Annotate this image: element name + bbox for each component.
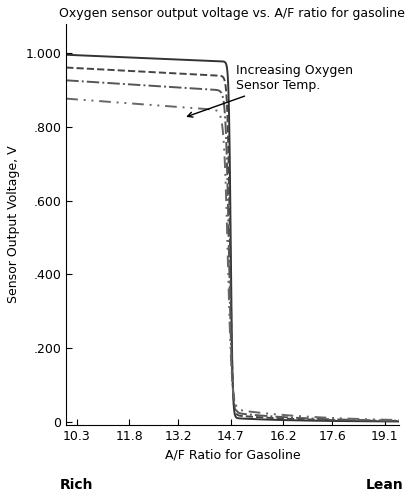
- Text: Increasing Oxygen
Sensor Temp.: Increasing Oxygen Sensor Temp.: [187, 64, 353, 117]
- Title: Oxygen sensor output voltage vs. A/F ratio for gasoline: Oxygen sensor output voltage vs. A/F rat…: [60, 7, 405, 20]
- Y-axis label: Sensor Output Voltage, V: Sensor Output Voltage, V: [7, 146, 20, 304]
- Text: Lean: Lean: [366, 478, 404, 492]
- Text: Rich: Rich: [60, 478, 93, 492]
- X-axis label: A/F Ratio for Gasoline: A/F Ratio for Gasoline: [164, 449, 300, 462]
